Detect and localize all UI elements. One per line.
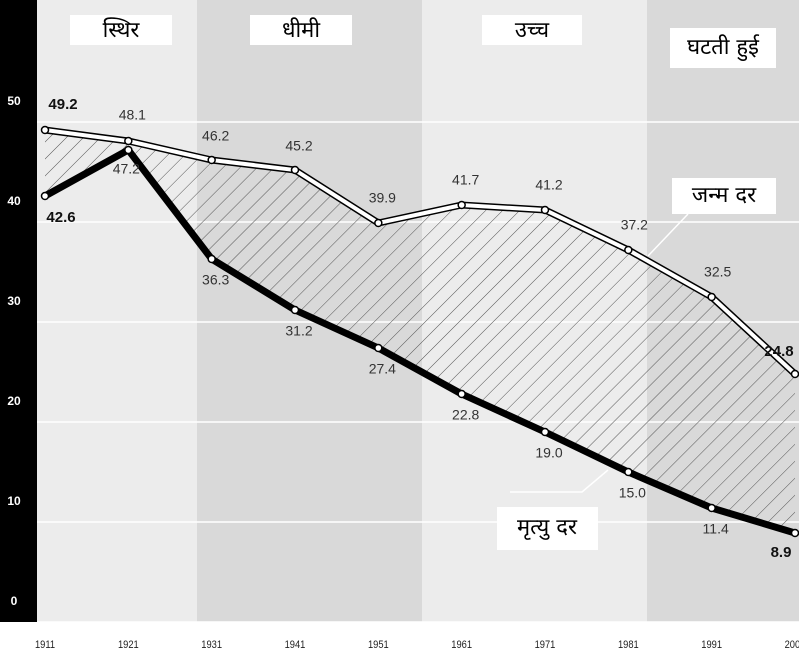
leader-line bbox=[647, 213, 689, 257]
phase-label: धीमी bbox=[282, 17, 320, 43]
legend-label: मृत्यु दर bbox=[517, 515, 578, 540]
value-label: 42.6 bbox=[46, 209, 75, 226]
y-tick-label: 20 bbox=[7, 394, 21, 408]
value-label: 31.2 bbox=[285, 323, 312, 339]
point bbox=[624, 245, 633, 255]
series-line bbox=[44, 128, 797, 376]
x-tick-label: 2001 bbox=[785, 639, 799, 651]
point bbox=[290, 305, 300, 315]
phase-box bbox=[250, 15, 352, 45]
value-label: 8.9 bbox=[771, 544, 792, 561]
phase-band bbox=[37, 0, 197, 622]
legend-label: जन्म दर bbox=[692, 183, 757, 208]
value-label: 41.2 bbox=[535, 177, 562, 193]
point bbox=[540, 205, 550, 215]
y-tick-label: 0 bbox=[11, 594, 18, 608]
point bbox=[707, 503, 716, 513]
x-tick-label: 1931 bbox=[201, 639, 222, 651]
x-tick-label: 1911 bbox=[35, 639, 55, 651]
value-label: 41.7 bbox=[452, 172, 479, 188]
value-label: 11.4 bbox=[703, 521, 729, 537]
phase-label: स्थिर bbox=[103, 17, 141, 43]
value-label: 19.0 bbox=[535, 445, 562, 461]
value-label: 22.8 bbox=[452, 407, 479, 423]
y-tick-label: 50 bbox=[7, 94, 21, 108]
phase-label: घटती हुई bbox=[687, 34, 760, 61]
leader-line bbox=[510, 469, 609, 493]
point bbox=[624, 467, 633, 477]
value-label: 46.2 bbox=[202, 128, 229, 144]
y-tick-label: 40 bbox=[7, 194, 21, 208]
value-label: 32.5 bbox=[704, 264, 731, 280]
value-label: 15.0 bbox=[619, 485, 646, 501]
point bbox=[207, 155, 216, 165]
axis-bar bbox=[0, 0, 37, 622]
series-line bbox=[43, 146, 797, 537]
value-label: 45.2 bbox=[285, 138, 312, 154]
point bbox=[40, 125, 50, 135]
value-label: 48.1 bbox=[119, 107, 146, 123]
point bbox=[457, 389, 466, 399]
gap-area bbox=[45, 130, 795, 533]
value-label: 39.9 bbox=[369, 190, 396, 206]
legend-box bbox=[672, 178, 776, 214]
point bbox=[40, 191, 50, 201]
x-tick-label: 1971 bbox=[535, 639, 556, 651]
x-tick-label: 1981 bbox=[618, 639, 639, 651]
point bbox=[707, 292, 716, 302]
legend-box bbox=[497, 507, 598, 550]
phase-box bbox=[482, 15, 582, 45]
point bbox=[374, 343, 383, 353]
value-label: 24.8 bbox=[764, 343, 793, 360]
phase-box bbox=[70, 15, 172, 45]
y-tick-label: 10 bbox=[7, 494, 21, 508]
x-tick-label: 1951 bbox=[368, 639, 389, 651]
point bbox=[790, 528, 799, 538]
point bbox=[457, 200, 466, 210]
x-tick-label: 1941 bbox=[285, 639, 306, 651]
phase-box bbox=[670, 28, 776, 68]
x-tick-label: 1991 bbox=[701, 639, 722, 651]
point bbox=[124, 136, 133, 146]
point bbox=[540, 427, 550, 437]
point bbox=[290, 165, 300, 175]
point bbox=[790, 369, 799, 379]
value-label: 47.2 bbox=[113, 161, 140, 177]
phase-label: उच्च bbox=[515, 18, 550, 43]
value-label: 49.2 bbox=[48, 96, 77, 113]
value-label: 37.2 bbox=[621, 217, 648, 233]
x-tick-label: 1921 bbox=[118, 639, 139, 651]
point bbox=[374, 218, 383, 228]
point bbox=[124, 145, 133, 155]
x-tick-label: 1961 bbox=[451, 639, 472, 651]
point bbox=[207, 254, 216, 264]
value-label: 36.3 bbox=[202, 272, 229, 288]
y-tick-label: 30 bbox=[7, 294, 21, 308]
value-label: 27.4 bbox=[369, 361, 396, 377]
